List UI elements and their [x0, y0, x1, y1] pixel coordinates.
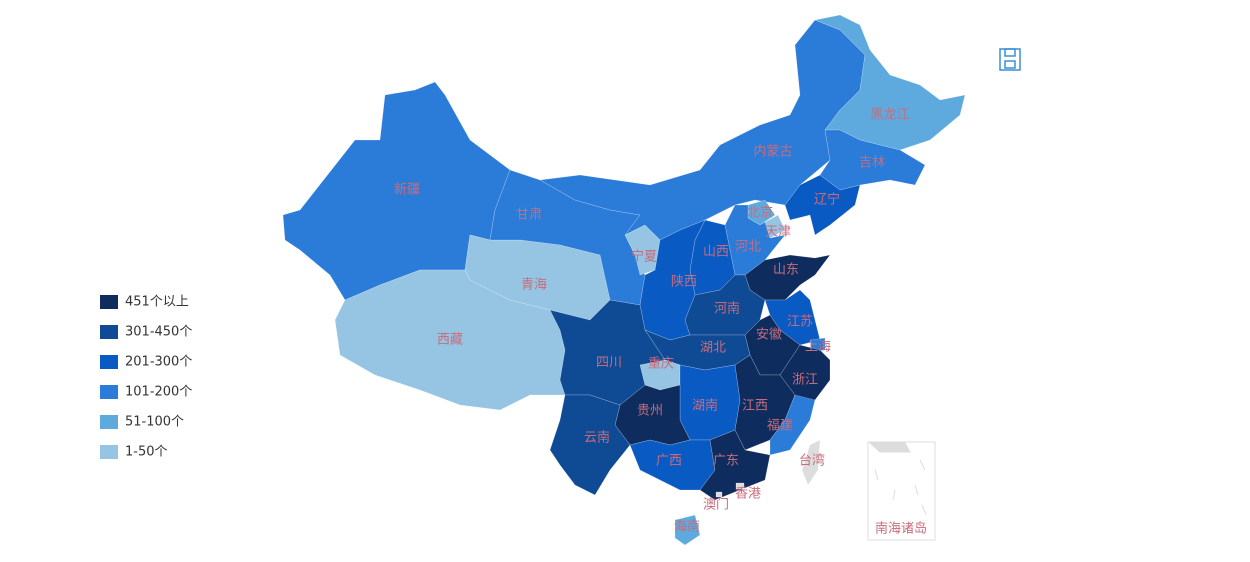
region	[549, 394, 631, 496]
save-icon[interactable]	[999, 48, 1021, 71]
region	[814, 14, 966, 151]
region-label: 云南	[584, 430, 610, 446]
region-label: 湖南	[692, 398, 718, 414]
region-label: 重庆	[648, 356, 674, 372]
region	[819, 129, 926, 191]
region-label: 贵州	[637, 404, 663, 419]
region	[801, 439, 821, 486]
region-label: 吉林	[859, 156, 885, 171]
region	[779, 344, 831, 406]
region-label: 山西	[703, 245, 729, 260]
region	[699, 429, 771, 501]
legend-label: 201-300个	[125, 355, 192, 370]
region-label: 江西	[742, 399, 768, 414]
region-label: 湖北	[700, 341, 726, 356]
region-label: 天津	[765, 225, 791, 240]
region-label: 内蒙古	[753, 144, 792, 160]
region-label: 台湾	[799, 453, 825, 469]
region-label: 陕西	[671, 275, 697, 290]
region-label: 上海	[805, 340, 831, 355]
region-label: 福建	[767, 419, 793, 434]
region-label: 北京	[747, 206, 773, 221]
region-label: 江苏	[787, 314, 813, 330]
regions	[282, 14, 966, 546]
save-icon-bottom	[1004, 60, 1016, 69]
save-icon-body	[999, 48, 1021, 71]
region-label: 甘肃	[516, 208, 542, 223]
inset-islands	[868, 442, 927, 516]
region-label: 香港	[735, 487, 761, 502]
region-label: 辽宁	[814, 192, 840, 208]
inset: 南海诸岛	[867, 441, 936, 541]
inset-frame	[867, 441, 936, 541]
region	[784, 174, 861, 236]
legend: 451个以上 301-450个 201-300个 101-200个 51-100个 1-5…	[100, 295, 192, 460]
region-label: 安徽	[756, 328, 782, 343]
region	[715, 491, 723, 498]
region-label: 四川	[596, 356, 622, 371]
region-label: 广西	[656, 454, 682, 469]
save-icon-top	[1004, 48, 1016, 57]
region	[769, 394, 816, 456]
region	[684, 274, 766, 336]
legend-swatch	[100, 355, 118, 369]
region-label: 澳门	[703, 497, 729, 513]
legend-label: 451个以上	[125, 295, 189, 310]
region	[744, 254, 831, 301]
legend-swatch	[100, 445, 118, 459]
region-label: 浙江	[792, 373, 818, 388]
legend-label: 1-50个	[125, 445, 168, 460]
region-label: 新疆	[394, 182, 420, 198]
region-label: 山东	[773, 263, 799, 278]
region	[735, 482, 745, 490]
region-label: 广东	[713, 454, 739, 469]
region	[674, 514, 701, 546]
legend-swatch	[100, 385, 118, 399]
legend-swatch	[100, 295, 118, 309]
region-label: 海南	[674, 519, 700, 535]
legend-label: 101-200个	[125, 385, 192, 400]
region-label: 河南	[714, 301, 740, 317]
legend-label: 301-450个	[125, 325, 192, 340]
region-label: 河北	[735, 240, 761, 255]
region-label: 青海	[521, 278, 547, 293]
legend-swatch	[100, 415, 118, 429]
region-label: 西藏	[437, 333, 463, 348]
legend-swatch	[100, 325, 118, 339]
region-label: 宁夏	[631, 249, 657, 265]
inset-label: 南海诸岛	[875, 521, 927, 537]
legend-label: 51-100个	[125, 415, 184, 430]
region-label: 黑龙江	[870, 108, 909, 123]
